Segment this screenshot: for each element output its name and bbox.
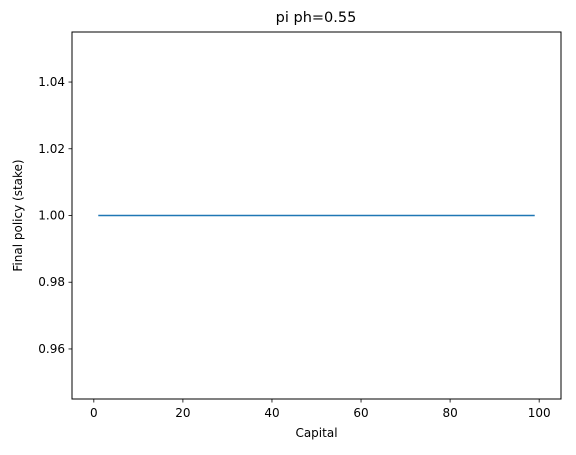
x-tick-label: 0: [90, 406, 98, 420]
y-tick-label: 1.00: [38, 209, 65, 223]
x-tick-label: 60: [353, 406, 368, 420]
x-tick-label: 20: [175, 406, 190, 420]
x-tick-label: 100: [528, 406, 551, 420]
x-tick-label: 80: [442, 406, 457, 420]
y-tick-label: 1.02: [38, 142, 65, 156]
y-axis-label: Final policy (stake): [11, 159, 25, 271]
x-axis-label: Capital: [295, 426, 337, 440]
chart-title: pi ph=0.55: [276, 10, 357, 26]
x-tick-label: 40: [264, 406, 279, 420]
y-tick-label: 0.96: [38, 342, 65, 356]
x-axis-ticks: 0 20 40 60 80 100: [90, 399, 551, 420]
y-axis-ticks: 0.96 0.98 1.00 1.02 1.04: [38, 75, 72, 356]
plot-frame: [71, 31, 562, 400]
y-tick-label: 1.04: [38, 75, 65, 89]
y-tick-label: 0.98: [38, 275, 65, 289]
